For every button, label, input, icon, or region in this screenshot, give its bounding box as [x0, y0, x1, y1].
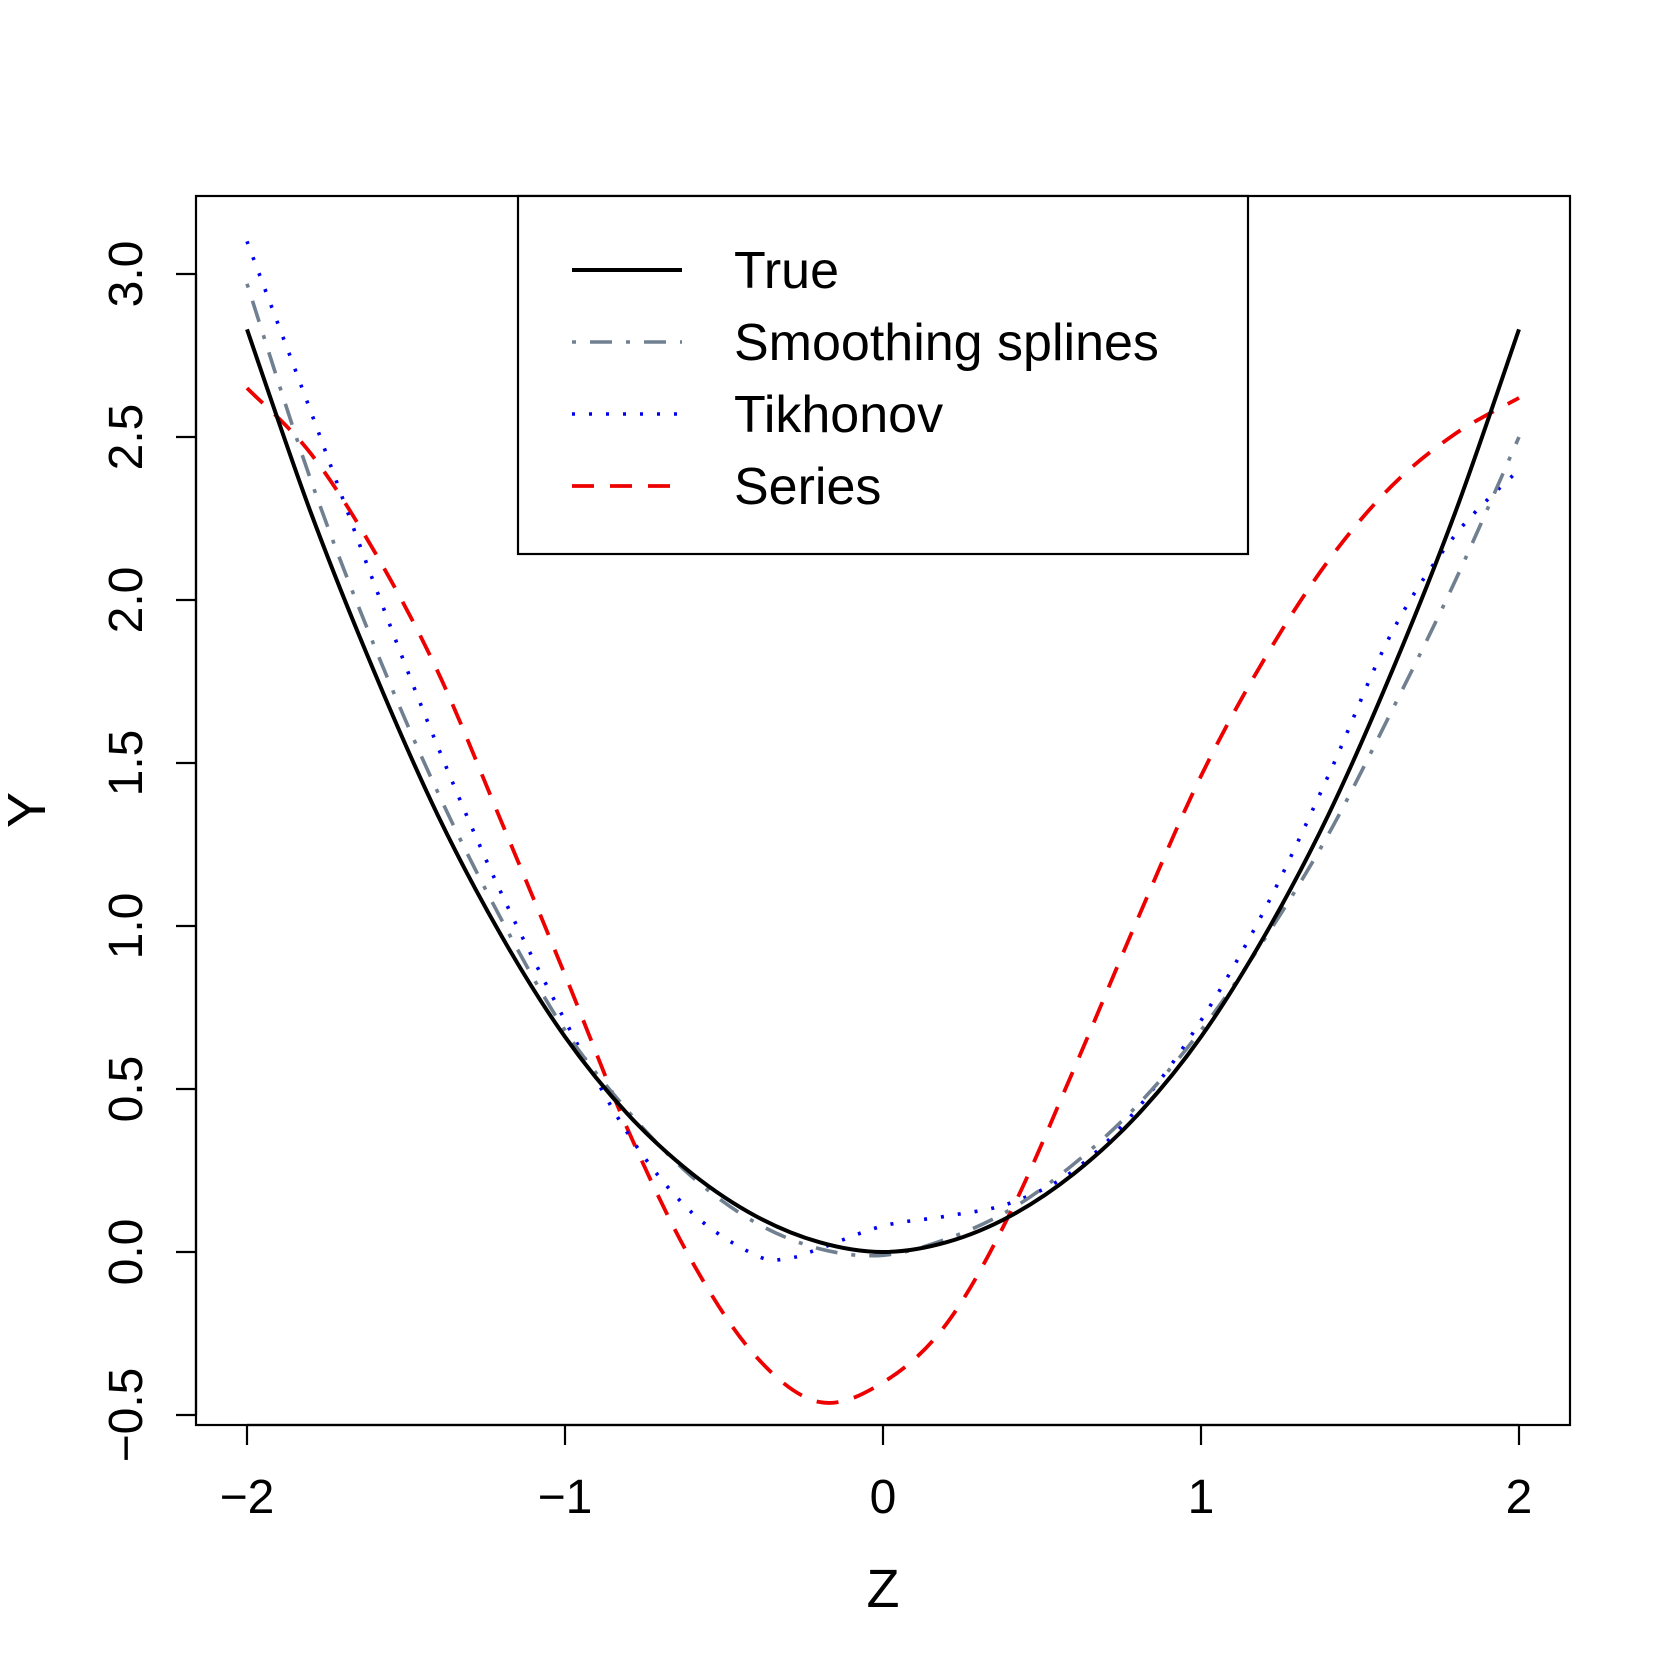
x-tick-label: −1: [538, 1471, 593, 1524]
x-axis-title: Z: [867, 1559, 900, 1619]
y-tick-label: 0.5: [100, 1056, 153, 1123]
y-tick-label: 1.5: [100, 730, 153, 797]
legend-label: Smoothing splines: [734, 314, 1159, 372]
legend-label: Tikhonov: [734, 386, 943, 444]
y-axis: −0.5 0.0 0.5 1.0 1.5 2.0 2.5 3.0: [100, 241, 198, 1463]
series-line-series: [245, 386, 1520, 1405]
y-tick-label: 3.0: [100, 241, 153, 308]
y-tick-label: 2.5: [100, 404, 153, 471]
legend-label: Series: [734, 458, 881, 516]
y-tick-label: 2.0: [100, 567, 153, 634]
y-axis-title: Y: [0, 792, 57, 828]
legend-label: True: [734, 242, 839, 300]
x-tick-label: 2: [1506, 1471, 1533, 1524]
legend: True Smoothing splines Tikhonov Series: [516, 194, 1250, 556]
x-tick-label: 0: [870, 1471, 897, 1524]
y-tick-label: 0.0: [100, 1219, 153, 1286]
series-line-tikhonov: [245, 240, 1521, 1262]
x-tick-label: 1: [1188, 1471, 1215, 1524]
y-tick-label: −0.5: [100, 1368, 153, 1463]
x-axis: −2 −1 0 1 2: [220, 1423, 1533, 1524]
series-layer: [245, 240, 1521, 1405]
x-tick-label: −2: [220, 1471, 275, 1524]
series-line-smoothing-splines: [245, 283, 1521, 1258]
series-line-true: [245, 328, 1521, 1254]
legend-box: [516, 194, 1250, 556]
y-tick-label: 1.0: [100, 893, 153, 960]
